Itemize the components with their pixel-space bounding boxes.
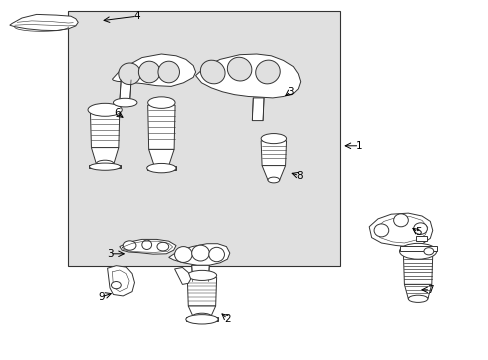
Polygon shape (187, 278, 216, 306)
Polygon shape (146, 166, 176, 170)
Ellipse shape (200, 60, 224, 84)
Ellipse shape (413, 223, 427, 234)
Text: 5: 5 (414, 227, 421, 237)
Ellipse shape (191, 245, 209, 261)
Text: 3: 3 (106, 249, 113, 259)
Ellipse shape (142, 240, 151, 249)
Ellipse shape (123, 241, 136, 250)
Text: 3: 3 (287, 87, 294, 97)
Polygon shape (168, 244, 229, 265)
Ellipse shape (96, 160, 114, 167)
Ellipse shape (138, 61, 160, 83)
Text: 9: 9 (98, 292, 104, 302)
Text: 2: 2 (224, 314, 230, 324)
Polygon shape (107, 266, 134, 296)
Ellipse shape (158, 61, 179, 83)
Polygon shape (91, 148, 119, 164)
Polygon shape (89, 165, 121, 168)
Polygon shape (403, 254, 432, 284)
Polygon shape (120, 80, 131, 102)
Ellipse shape (157, 242, 168, 251)
Ellipse shape (90, 104, 120, 115)
Ellipse shape (89, 163, 121, 170)
Polygon shape (261, 141, 286, 166)
Text: 7: 7 (426, 285, 433, 295)
Ellipse shape (119, 63, 140, 85)
Ellipse shape (393, 214, 407, 227)
Ellipse shape (208, 247, 224, 262)
Ellipse shape (373, 224, 388, 237)
Ellipse shape (403, 245, 432, 258)
Polygon shape (252, 98, 264, 121)
Polygon shape (195, 54, 300, 98)
Ellipse shape (147, 97, 175, 108)
Polygon shape (120, 239, 176, 254)
Text: 1: 1 (355, 141, 362, 151)
Polygon shape (368, 213, 432, 247)
Polygon shape (185, 317, 218, 321)
Ellipse shape (407, 295, 427, 302)
Ellipse shape (423, 248, 433, 255)
Polygon shape (262, 166, 285, 180)
Ellipse shape (399, 243, 436, 259)
Ellipse shape (111, 282, 121, 289)
Bar (68, 11, 339, 266)
Polygon shape (147, 105, 175, 149)
Ellipse shape (227, 57, 251, 81)
Ellipse shape (185, 315, 218, 324)
Ellipse shape (88, 103, 122, 116)
Ellipse shape (187, 270, 216, 280)
Polygon shape (174, 267, 190, 284)
Polygon shape (191, 265, 209, 282)
Text: 8: 8 (295, 171, 302, 181)
Polygon shape (399, 246, 436, 251)
Ellipse shape (261, 134, 286, 144)
Ellipse shape (113, 98, 137, 107)
Ellipse shape (255, 60, 280, 84)
Ellipse shape (192, 313, 211, 320)
Ellipse shape (146, 163, 176, 173)
Text: 4: 4 (133, 11, 140, 21)
Polygon shape (404, 284, 431, 299)
Polygon shape (415, 236, 426, 241)
Polygon shape (148, 149, 174, 166)
Ellipse shape (174, 247, 192, 262)
Polygon shape (112, 54, 195, 86)
Polygon shape (10, 14, 78, 31)
Polygon shape (90, 112, 120, 148)
Polygon shape (188, 306, 215, 317)
Text: 6: 6 (114, 108, 121, 118)
Ellipse shape (267, 177, 279, 183)
